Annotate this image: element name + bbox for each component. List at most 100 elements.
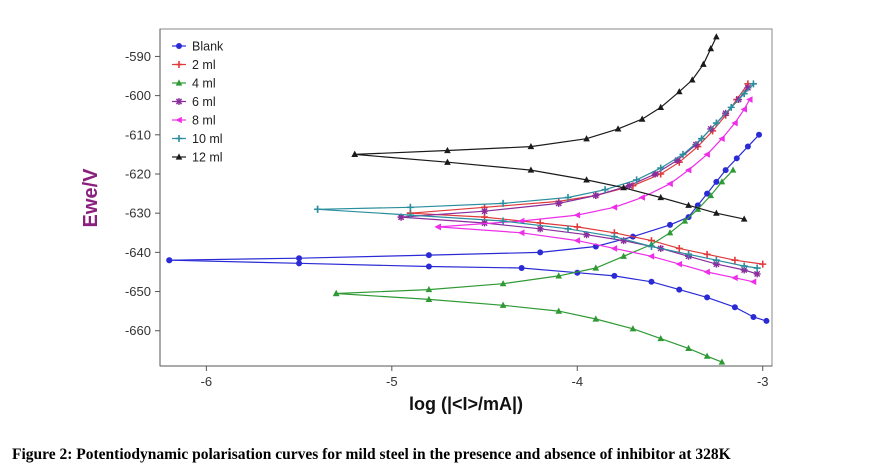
x-tick-label: -5 xyxy=(386,374,398,389)
data-point xyxy=(703,250,711,258)
data-point xyxy=(712,260,720,268)
data-point xyxy=(536,225,544,233)
legend-label: 2 ml xyxy=(192,58,216,72)
y-tick-label: -610 xyxy=(125,127,151,142)
legend-swatch-marker xyxy=(175,135,183,142)
data-point xyxy=(537,249,544,256)
data-point xyxy=(351,150,359,157)
data-point xyxy=(676,286,683,293)
data-point xyxy=(703,352,711,359)
data-point xyxy=(763,317,770,324)
data-point xyxy=(694,205,702,212)
data-point xyxy=(620,252,627,259)
y-tick-label: -630 xyxy=(125,206,151,221)
legend-item: 12 ml xyxy=(172,151,223,165)
data-point xyxy=(685,250,693,258)
y-tick-label: -600 xyxy=(125,88,151,103)
data-point xyxy=(740,266,748,274)
series-line-anodic xyxy=(354,36,717,155)
data-point xyxy=(750,314,757,321)
series-line-cathodic xyxy=(169,259,767,322)
data-point xyxy=(688,76,696,83)
x-tick-label: -4 xyxy=(571,374,583,389)
data-point xyxy=(692,141,700,149)
data-point xyxy=(647,242,655,250)
data-point xyxy=(731,304,738,311)
data-point xyxy=(518,229,525,237)
data-point xyxy=(499,217,507,225)
data-point xyxy=(629,325,637,332)
data-point xyxy=(518,217,525,225)
data-point xyxy=(332,289,340,297)
data-point xyxy=(712,256,720,264)
data-point xyxy=(573,223,581,231)
data-point xyxy=(731,256,739,264)
data-point xyxy=(681,217,689,224)
data-point xyxy=(564,194,572,201)
legend-item: 2 ml xyxy=(172,58,216,72)
data-point xyxy=(397,213,405,221)
data-point xyxy=(727,103,735,111)
legend-item: Blank xyxy=(172,40,224,54)
polarisation-chart: -590-600-610-620-630-640-650-660 -6 -5 -4-… xyxy=(80,28,773,414)
data-point xyxy=(555,199,563,207)
legend-label: 10 ml xyxy=(192,132,223,146)
data-point xyxy=(611,272,618,279)
y-ticks: -590 -600 -610 -620 -630 -640 -650 -660 xyxy=(125,49,160,338)
data-point xyxy=(657,103,665,110)
data-point xyxy=(633,176,641,184)
data-point xyxy=(666,229,674,236)
data-point xyxy=(704,190,711,197)
y-axis-label: Ewe/V xyxy=(80,168,102,228)
data-point xyxy=(296,255,303,262)
data-point xyxy=(703,268,710,276)
series-8-ml xyxy=(434,96,757,286)
legend-label: 6 ml xyxy=(192,95,216,109)
y-tick-label: -660 xyxy=(125,323,151,338)
data-point xyxy=(700,60,707,67)
data-point xyxy=(685,201,692,208)
data-point xyxy=(740,262,748,270)
legend-label: 8 ml xyxy=(192,114,216,128)
data-point xyxy=(481,207,489,215)
data-point xyxy=(740,106,747,113)
data-point xyxy=(744,143,751,150)
y-tick-label: -620 xyxy=(125,166,151,181)
data-point xyxy=(733,155,740,162)
data-point xyxy=(746,96,753,103)
data-point xyxy=(614,125,622,132)
data-point xyxy=(684,166,692,174)
data-point xyxy=(675,260,683,268)
plot-area xyxy=(159,28,773,367)
data-point xyxy=(573,237,581,244)
figure-caption: Figure 2: Potentiodynamic polarisation c… xyxy=(12,446,731,463)
legend-swatch-marker xyxy=(175,98,183,105)
series-line-cathodic xyxy=(317,208,758,269)
legend-item: 10 ml xyxy=(172,132,223,146)
data-point xyxy=(749,80,757,88)
data-point xyxy=(573,211,581,219)
data-point xyxy=(753,264,761,272)
data-point xyxy=(555,272,563,279)
data-point xyxy=(610,203,618,211)
data-point xyxy=(713,209,720,216)
data-point xyxy=(434,223,441,231)
data-point xyxy=(499,199,507,207)
data-point xyxy=(740,215,748,222)
data-point xyxy=(166,257,173,264)
series-10-ml xyxy=(314,80,761,272)
data-point xyxy=(592,192,600,200)
legend-label: 4 ml xyxy=(192,77,216,91)
data-point xyxy=(749,278,757,286)
data-point xyxy=(296,260,303,267)
data-point xyxy=(673,156,681,164)
data-point xyxy=(712,119,720,127)
data-point xyxy=(756,131,763,138)
data-point xyxy=(744,84,752,92)
data-point xyxy=(592,315,600,322)
series-12-ml xyxy=(351,33,748,222)
data-point xyxy=(713,178,720,185)
legend-swatch-marker xyxy=(175,79,183,86)
data-point xyxy=(657,193,665,201)
data-point xyxy=(499,280,507,287)
